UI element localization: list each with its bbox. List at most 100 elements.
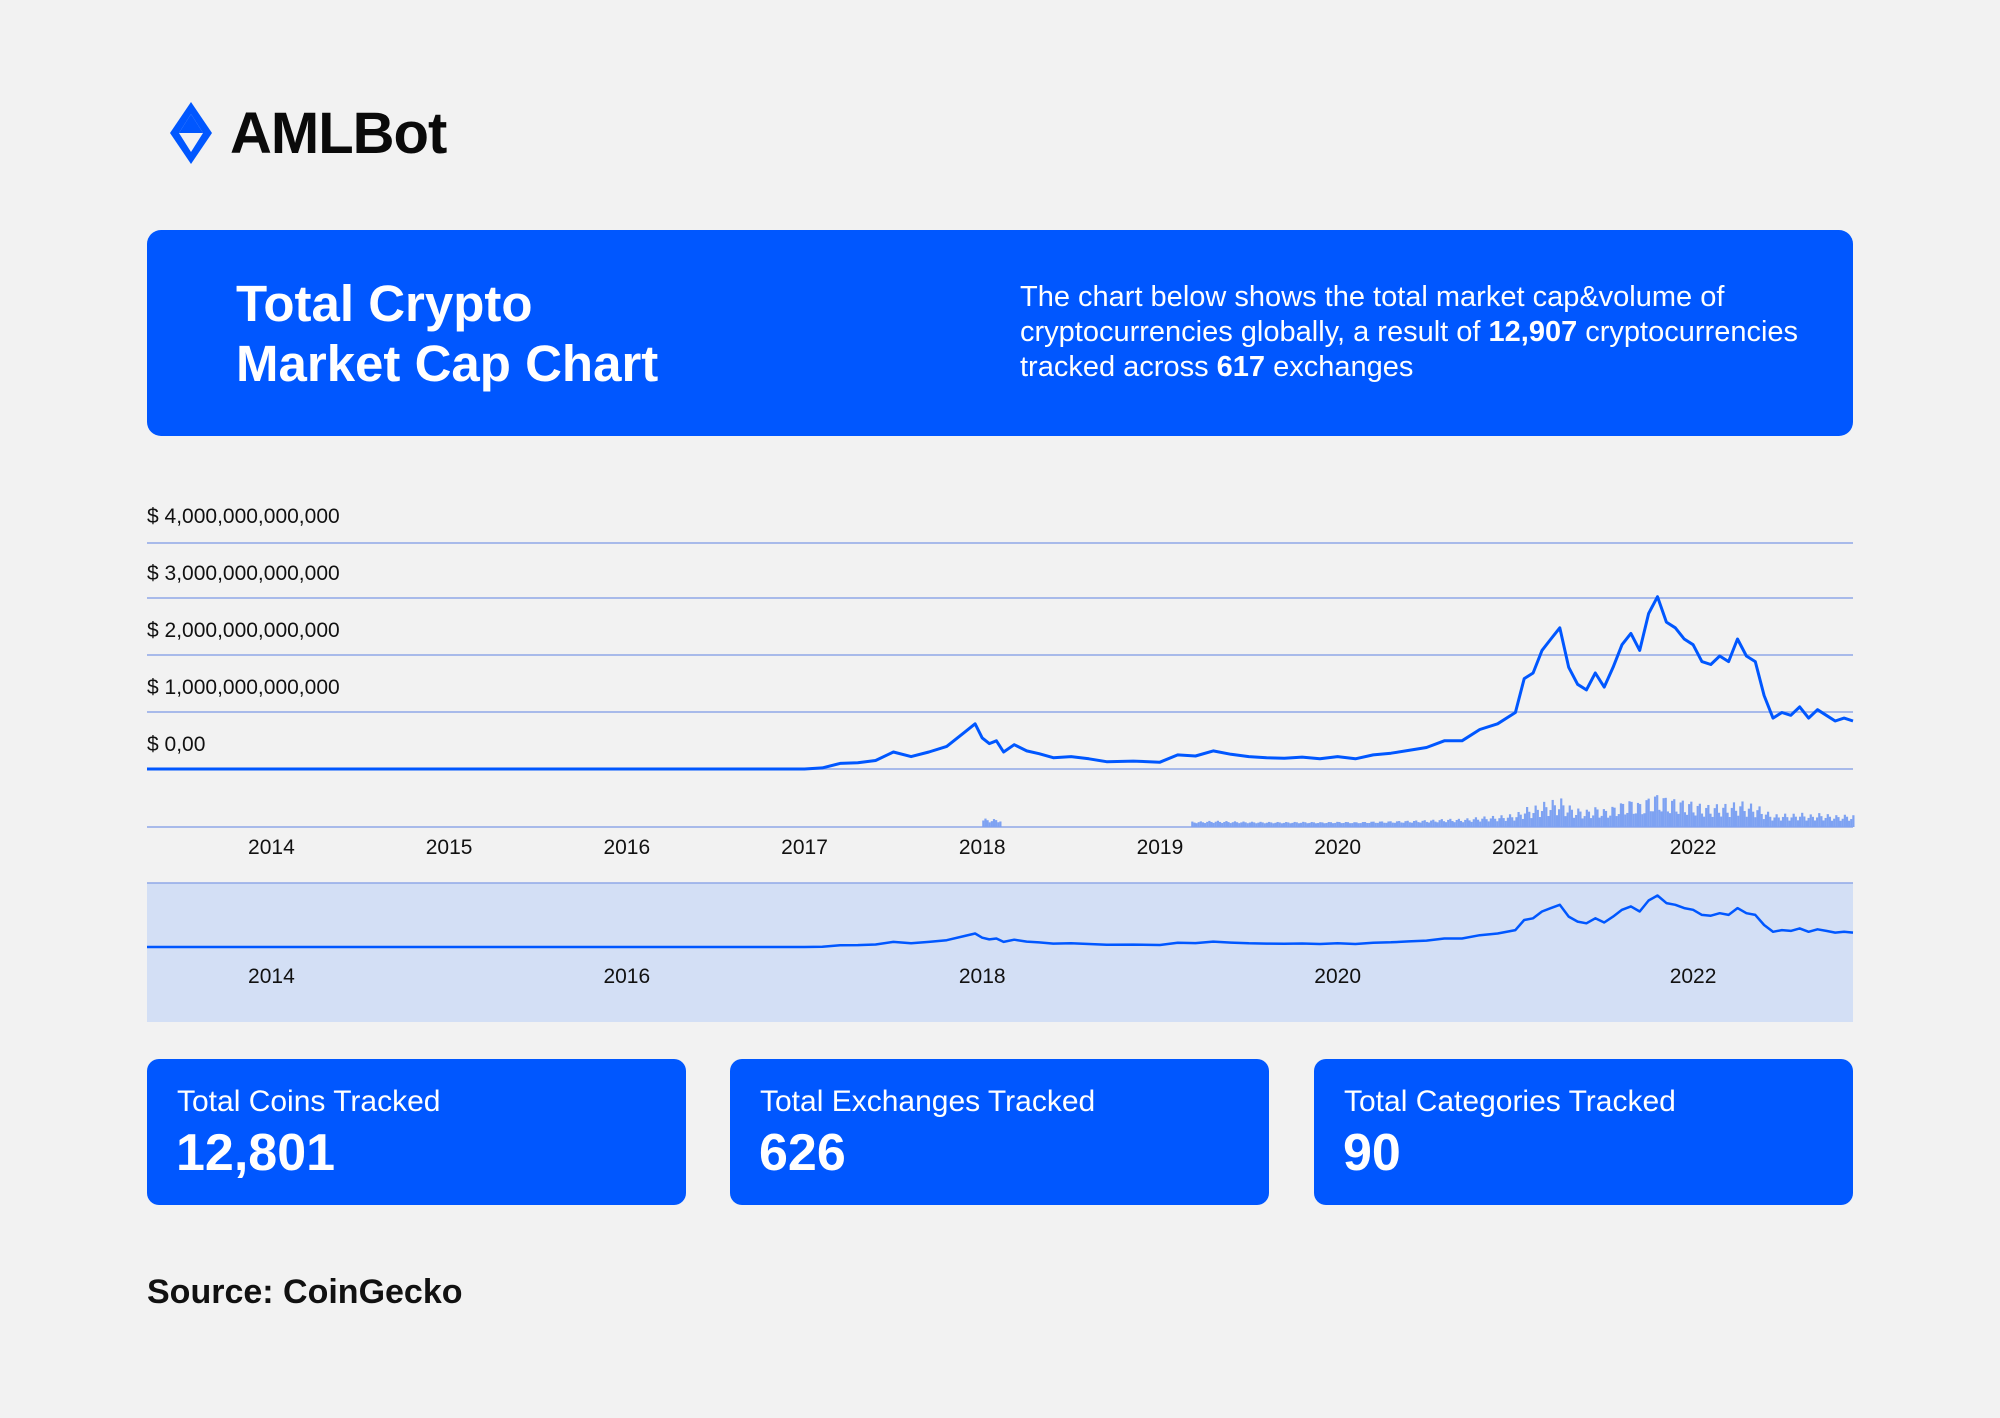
volume-bar — [1841, 818, 1844, 827]
volume-bar — [995, 820, 998, 827]
volume-bar — [1602, 809, 1605, 827]
volume-bar — [1630, 801, 1633, 827]
volume-bar — [1730, 807, 1733, 827]
volume-bar — [1724, 803, 1727, 827]
stat-value-categories: 90 — [1343, 1124, 1401, 1182]
volume-bar — [1762, 819, 1765, 827]
volume-bar — [1489, 818, 1492, 827]
volume-bar — [1212, 822, 1215, 827]
volume-bar — [1813, 820, 1817, 827]
y-tick-label: $ 0,00 — [147, 733, 205, 756]
volume-bar — [1600, 815, 1603, 827]
volume-bar — [1327, 822, 1330, 827]
amlbot-logo-icon — [170, 102, 212, 164]
volume-bar — [1297, 823, 1301, 827]
volume-bar — [1270, 822, 1273, 827]
volume-bar — [1843, 814, 1846, 827]
volume-bar — [1754, 817, 1757, 827]
y-tick-label: $ 4,000,000,000,000 — [147, 505, 340, 528]
volume-bar — [1261, 822, 1264, 827]
volume-bar — [1464, 819, 1467, 827]
volume-bar — [1208, 820, 1211, 827]
volume-bar — [1705, 807, 1708, 827]
volume-bar — [982, 820, 985, 827]
volume-bar — [1694, 815, 1697, 827]
volume-bar — [1344, 822, 1347, 827]
volume-bar — [1342, 822, 1345, 827]
volume-bar — [1558, 809, 1561, 827]
y-tick-label: $ 3,000,000,000,000 — [147, 562, 340, 585]
volume-bar — [1521, 818, 1524, 827]
volume-bar — [1826, 814, 1829, 827]
volume-bar — [1355, 822, 1358, 827]
volume-bar — [1329, 822, 1333, 827]
volume-bar — [1685, 814, 1689, 827]
source-note: Source: CoinGecko — [147, 1273, 463, 1311]
stat-card-categories: Total Categories Tracked 90 — [1314, 1059, 1853, 1205]
volume-bar — [1752, 811, 1755, 827]
navigator-x-tick-label: 2020 — [1314, 965, 1361, 988]
volume-bar — [1747, 808, 1750, 827]
volume-bar — [1395, 821, 1399, 827]
page-title: Total Crypto Market Cap Chart — [236, 274, 658, 394]
navigator-x-tick-label: 2018 — [959, 965, 1006, 988]
volume-bar — [1425, 821, 1428, 827]
volume-bar — [1223, 821, 1226, 827]
volume-bar — [1735, 810, 1738, 827]
volume-bar — [1361, 822, 1365, 827]
volume-bar — [1238, 823, 1241, 827]
volume-bar — [1453, 822, 1456, 827]
volume-bar — [1504, 820, 1507, 827]
volume-bar — [1462, 822, 1465, 827]
volume-bar — [1660, 811, 1663, 827]
volume-bar — [1666, 811, 1669, 827]
volume-bar — [1626, 812, 1629, 827]
volume-bar — [1299, 822, 1303, 827]
volume-bar — [1487, 821, 1490, 827]
stat-label-exchanges: Total Exchanges Tracked — [760, 1085, 1096, 1118]
y-tick-label: $ 1,000,000,000,000 — [147, 676, 340, 699]
volume-bar — [1472, 819, 1475, 827]
volume-bar — [1830, 820, 1834, 827]
stat-label-categories: Total Categories Tracked — [1344, 1085, 1676, 1118]
volume-bar — [1743, 811, 1746, 827]
volume-bar — [1803, 816, 1806, 827]
volume-bar — [1278, 822, 1281, 827]
volume-bar — [1496, 821, 1499, 827]
volume-bar — [1216, 820, 1220, 827]
volume-bar — [988, 822, 991, 827]
volume-bar — [1451, 821, 1454, 827]
volume-bar — [1374, 822, 1377, 827]
volume-bar — [1592, 815, 1595, 827]
volume-bar — [1282, 822, 1286, 827]
volume-bar — [1570, 809, 1573, 827]
volume-bar — [1334, 822, 1337, 827]
volume-bar — [1381, 821, 1384, 827]
navigator-panel — [147, 883, 1853, 1022]
x-tick-label: 2020 — [1314, 836, 1361, 859]
desc-part-1: The chart below shows the total market c… — [1020, 281, 1725, 348]
volume-bar — [1191, 821, 1194, 827]
brand-name: AMLBot — [230, 100, 447, 166]
volume-bar — [1585, 809, 1588, 827]
volume-bar — [1476, 819, 1480, 827]
header-description: The chart below shows the total market c… — [1020, 280, 1800, 385]
volume-bar — [1781, 816, 1785, 827]
volume-bar — [1519, 814, 1522, 827]
desc-exchanges-count: 617 — [1216, 351, 1266, 383]
volume-bar — [1400, 822, 1403, 827]
volume-bar — [1500, 815, 1503, 827]
volume-bar — [1662, 798, 1665, 827]
volume-bar — [1233, 821, 1237, 827]
volume-bar — [1581, 818, 1584, 827]
volume-bar — [1796, 820, 1800, 827]
volume-bar — [1449, 818, 1452, 827]
navigator-x-tick-label: 2014 — [248, 965, 295, 988]
volume-bar — [1227, 822, 1230, 827]
volume-bar — [1221, 822, 1224, 827]
volume-bar — [1370, 821, 1373, 827]
volume-bar — [1481, 818, 1484, 827]
volume-bar — [1587, 811, 1591, 827]
volume-bar — [1440, 819, 1443, 827]
volume-bar — [1508, 814, 1512, 827]
